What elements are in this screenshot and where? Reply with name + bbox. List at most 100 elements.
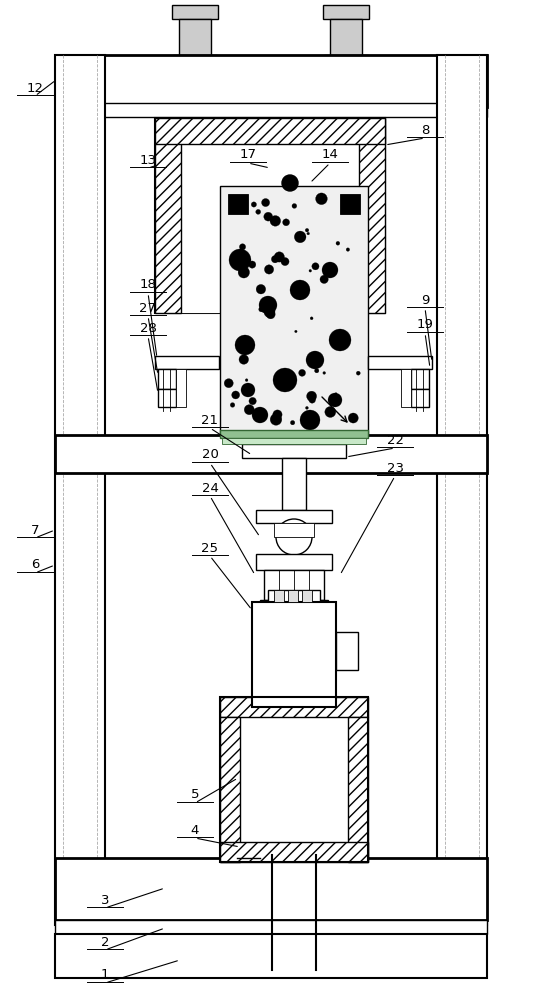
- Circle shape: [328, 393, 342, 407]
- Circle shape: [291, 420, 295, 425]
- Circle shape: [270, 414, 282, 425]
- Bar: [181, 144, 359, 313]
- Circle shape: [305, 228, 309, 232]
- Bar: [323, 5, 369, 19]
- Circle shape: [323, 372, 326, 374]
- Circle shape: [232, 391, 240, 399]
- Bar: [158, 369, 176, 389]
- Circle shape: [264, 212, 273, 221]
- Bar: [368, 356, 432, 369]
- Circle shape: [299, 369, 306, 376]
- Bar: [220, 717, 240, 862]
- Bar: [179, 19, 211, 57]
- Circle shape: [332, 399, 337, 404]
- Text: 21: 21: [201, 414, 219, 426]
- Bar: [55, 934, 487, 978]
- Text: 17: 17: [240, 148, 256, 161]
- Bar: [256, 510, 332, 523]
- Bar: [220, 842, 368, 862]
- Circle shape: [243, 259, 249, 265]
- Text: 7: 7: [31, 524, 39, 536]
- Circle shape: [266, 310, 275, 319]
- Text: 12: 12: [27, 82, 43, 95]
- Bar: [155, 118, 385, 144]
- Bar: [264, 570, 324, 600]
- Bar: [274, 523, 314, 537]
- Text: 20: 20: [202, 448, 219, 462]
- Bar: [172, 920, 218, 934]
- Bar: [220, 697, 368, 717]
- Text: 13: 13: [140, 153, 156, 166]
- Circle shape: [274, 252, 285, 262]
- Circle shape: [230, 403, 235, 407]
- Circle shape: [224, 379, 233, 388]
- Circle shape: [310, 317, 313, 320]
- Circle shape: [325, 406, 336, 417]
- Circle shape: [245, 379, 248, 381]
- Circle shape: [252, 407, 268, 423]
- Circle shape: [346, 248, 349, 251]
- Bar: [55, 920, 487, 934]
- Text: 8: 8: [421, 123, 429, 136]
- Text: 19: 19: [417, 318, 433, 332]
- Circle shape: [251, 202, 256, 207]
- Bar: [242, 444, 346, 458]
- Bar: [55, 55, 487, 107]
- Bar: [411, 369, 429, 389]
- Bar: [324, 55, 368, 67]
- Bar: [302, 590, 312, 602]
- Bar: [240, 717, 348, 842]
- Circle shape: [244, 405, 254, 415]
- Bar: [330, 19, 362, 57]
- Circle shape: [256, 209, 261, 214]
- Bar: [173, 55, 217, 67]
- Circle shape: [282, 219, 289, 226]
- Circle shape: [265, 265, 274, 274]
- Bar: [323, 920, 369, 934]
- Circle shape: [248, 261, 256, 268]
- Circle shape: [315, 193, 327, 205]
- Bar: [252, 602, 336, 707]
- Bar: [411, 389, 429, 407]
- Text: 1: 1: [101, 968, 109, 982]
- Circle shape: [239, 244, 246, 250]
- Bar: [55, 435, 487, 473]
- Circle shape: [335, 393, 337, 395]
- Circle shape: [273, 410, 282, 419]
- Circle shape: [320, 275, 328, 283]
- Circle shape: [282, 175, 298, 191]
- Circle shape: [256, 284, 266, 294]
- Bar: [155, 118, 181, 313]
- Bar: [55, 103, 487, 117]
- Circle shape: [264, 306, 275, 318]
- Bar: [222, 438, 366, 444]
- Bar: [172, 5, 218, 19]
- Text: 9: 9: [421, 294, 429, 306]
- Circle shape: [235, 335, 255, 355]
- Bar: [55, 55, 105, 925]
- Bar: [321, 934, 371, 946]
- Bar: [179, 882, 211, 920]
- Bar: [437, 55, 487, 925]
- Circle shape: [229, 249, 251, 271]
- Circle shape: [281, 258, 289, 266]
- Circle shape: [329, 329, 351, 351]
- Circle shape: [309, 396, 315, 403]
- Circle shape: [290, 280, 310, 300]
- Circle shape: [259, 307, 264, 312]
- Circle shape: [272, 255, 279, 263]
- Bar: [359, 118, 385, 313]
- Circle shape: [312, 263, 319, 270]
- Bar: [336, 632, 358, 670]
- Circle shape: [307, 391, 316, 401]
- Bar: [158, 389, 176, 407]
- Bar: [256, 554, 332, 570]
- Text: 4: 4: [191, 824, 199, 836]
- Circle shape: [306, 351, 324, 369]
- Bar: [176, 369, 186, 407]
- Circle shape: [309, 269, 312, 272]
- Circle shape: [296, 292, 298, 294]
- Circle shape: [300, 410, 320, 430]
- Circle shape: [273, 368, 297, 392]
- Circle shape: [259, 296, 277, 314]
